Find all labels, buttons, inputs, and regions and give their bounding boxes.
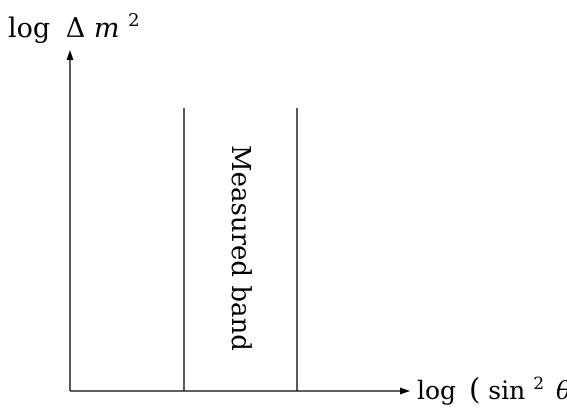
y-axis-label: log Δ m 2 xyxy=(8,10,140,44)
y-axis-label-delta: Δ xyxy=(66,13,86,44)
x-axis-arrow-icon xyxy=(400,387,410,395)
x-axis-label-exp: 2 xyxy=(533,374,544,394)
x-axis-label-open: ( xyxy=(469,372,480,406)
band-label: Measured band xyxy=(225,145,255,351)
y-axis-arrow-icon xyxy=(66,50,74,60)
x-axis-label-func: sin xyxy=(488,376,525,405)
y-axis-label-var: m xyxy=(94,13,120,44)
x-axis-label: log ( sin 2 θ ) xyxy=(417,366,567,406)
x-axis-label-prefix: log xyxy=(417,376,456,405)
y-axis-label-prefix: log xyxy=(8,13,50,44)
x-axis-label-var: θ xyxy=(556,376,567,405)
y-axis-label-exp: 2 xyxy=(128,10,139,31)
